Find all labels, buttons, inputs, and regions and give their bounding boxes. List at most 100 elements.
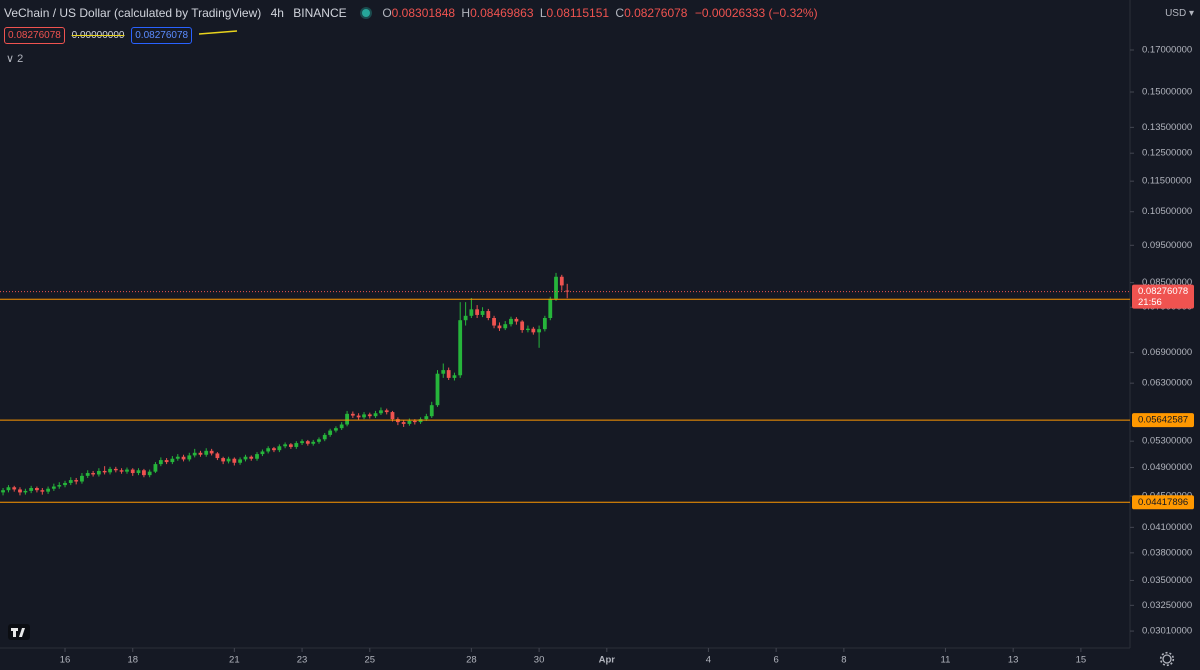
y-tick-label: 0.03010000 xyxy=(1142,626,1192,637)
candle-body xyxy=(238,459,242,463)
candle-body xyxy=(401,422,406,424)
last-price-box xyxy=(1132,284,1194,309)
y-tick-label: 0.04900000 xyxy=(1142,462,1192,473)
y-tick-label: 0.04100000 xyxy=(1142,522,1192,533)
level-label-box xyxy=(1132,413,1194,428)
y-tick-label: 0.17000000 xyxy=(1142,45,1192,56)
candle-body xyxy=(232,458,237,463)
candle-body xyxy=(18,489,22,493)
candle-body xyxy=(57,485,62,487)
candle-body xyxy=(215,453,220,459)
candle-body xyxy=(266,448,271,452)
candle-body xyxy=(260,451,265,455)
candle-body xyxy=(475,309,480,315)
y-tick-label: 0.03800000 xyxy=(1142,547,1192,558)
candle-body xyxy=(23,490,28,493)
indicators-toggle[interactable]: ∨ 2 xyxy=(6,53,24,65)
candle-body xyxy=(125,469,129,472)
candle-body xyxy=(424,416,429,420)
candle-body xyxy=(136,470,141,474)
candle-body xyxy=(175,456,180,459)
price-box: 0.08276078 xyxy=(4,27,65,44)
candle-body xyxy=(452,375,457,378)
candle-body xyxy=(373,413,378,417)
candle-body xyxy=(362,414,366,418)
candle-body xyxy=(446,370,451,378)
close-key: C xyxy=(615,6,625,20)
y-tick-label: 0.15000000 xyxy=(1142,87,1192,98)
candle-body xyxy=(317,439,321,442)
x-tick-label: 21 xyxy=(229,655,240,666)
candle-body xyxy=(209,450,214,454)
candle-body xyxy=(119,470,124,472)
y-tick-label: 0.05300000 xyxy=(1142,436,1192,447)
candle-body xyxy=(514,318,519,322)
candle-body xyxy=(277,446,282,451)
candle-body xyxy=(142,470,146,476)
exchange: BINANCE xyxy=(293,6,347,20)
symbol: VeChain / US Dollar (calculated by Tradi… xyxy=(4,6,262,20)
candle-body xyxy=(334,428,338,431)
x-tick-label: 8 xyxy=(841,655,846,666)
y-tick-label: 0.06900000 xyxy=(1142,347,1192,358)
candle-body xyxy=(328,430,333,435)
x-tick-label: 13 xyxy=(1008,655,1019,666)
x-tick-label: 18 xyxy=(127,655,138,666)
candle-body xyxy=(390,412,395,420)
candle-body xyxy=(350,413,355,416)
candle-body xyxy=(463,315,468,321)
y-tick-label: 0.08500000 xyxy=(1142,277,1192,288)
candle-body xyxy=(441,370,446,374)
candle-body xyxy=(1,490,5,493)
level-label: 0.04417896 xyxy=(1138,497,1188,508)
candle-body xyxy=(526,328,530,331)
candle-body xyxy=(170,458,175,463)
candle-body xyxy=(80,475,84,482)
candle-body xyxy=(379,410,383,414)
candle-body xyxy=(407,420,412,424)
candle-body xyxy=(12,487,17,490)
y-tick-label: 0.11500000 xyxy=(1142,176,1192,187)
currency-label: USD xyxy=(1165,8,1187,19)
tv-logo xyxy=(8,624,30,640)
y-tick-label: 0.13500000 xyxy=(1142,122,1192,133)
candle-body xyxy=(492,318,496,326)
open-value: 0.08301848 xyxy=(391,6,456,20)
x-tick-label: 6 xyxy=(773,655,778,666)
indicator-row: 0.08276078 0.00000000 0.08276078 xyxy=(4,27,239,44)
x-tick-label: 15 xyxy=(1076,655,1087,666)
candle-body xyxy=(158,460,163,465)
candle-body xyxy=(559,276,564,286)
candle-body xyxy=(102,470,107,473)
x-tick-label: 16 xyxy=(60,655,71,666)
candle-body xyxy=(51,486,56,489)
x-tick-label: 25 xyxy=(364,655,375,666)
candle-body xyxy=(272,448,276,451)
legend-header: VeChain / US Dollar (calculated by Tradi… xyxy=(4,6,818,20)
y-tick-label: 0.06300000 xyxy=(1142,378,1192,389)
candle-body xyxy=(198,452,203,455)
x-tick-label: 11 xyxy=(941,655,951,666)
candle-body xyxy=(255,454,259,459)
candle-body xyxy=(35,487,39,491)
level-label-box xyxy=(1132,495,1194,510)
countdown: 21:56 xyxy=(1138,297,1162,308)
candle-body xyxy=(565,290,570,292)
candle-body xyxy=(548,298,553,319)
low-value: 0.08115151 xyxy=(546,6,610,20)
close-value: 0.08276078 xyxy=(624,6,688,20)
candle-body xyxy=(486,311,491,319)
candle-body xyxy=(311,441,316,444)
candle-body xyxy=(288,444,293,447)
candle-body xyxy=(130,469,135,474)
candle-body xyxy=(164,460,169,463)
high-key: H xyxy=(461,6,471,20)
candle-body xyxy=(221,458,226,462)
candle-body xyxy=(554,276,558,299)
candle-body xyxy=(339,424,344,429)
candle-body xyxy=(243,456,248,460)
y-tick-label: 0.09500000 xyxy=(1142,240,1192,251)
candle-body xyxy=(96,470,101,475)
settings-icon[interactable] xyxy=(1159,651,1175,667)
currency[interactable]: USD ▾ xyxy=(1165,8,1194,19)
